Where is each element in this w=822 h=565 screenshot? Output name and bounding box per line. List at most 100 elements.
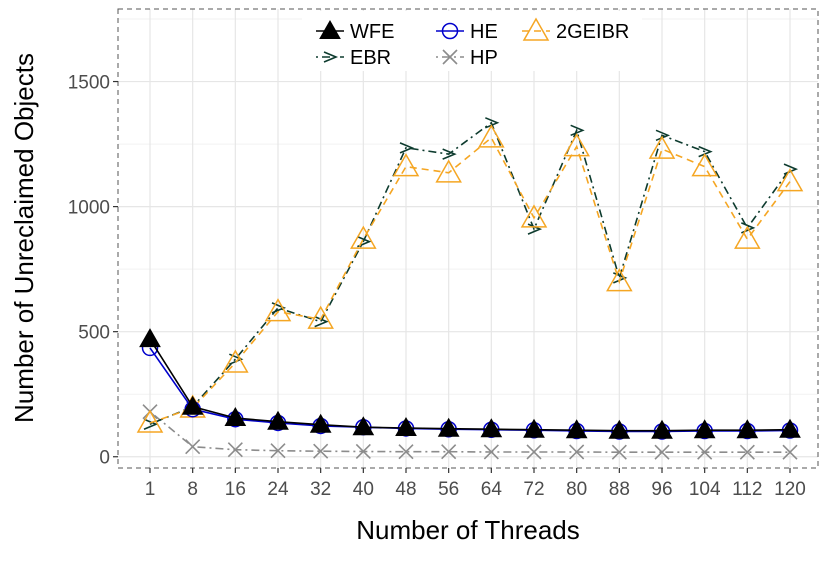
data-point-wfe <box>224 406 247 426</box>
data-point-wfe <box>352 416 375 436</box>
data-point-2geibr <box>136 409 164 433</box>
series-line-2geibr <box>149 136 791 424</box>
y-tick-label: 0 <box>99 448 110 469</box>
x-tick-label: 104 <box>689 479 721 500</box>
series-wfe <box>139 328 801 439</box>
x-tick-label: 16 <box>225 479 246 500</box>
data-point-hp <box>441 444 457 460</box>
legend-item-2geibr: 2GEIBR <box>522 17 629 43</box>
x-tick-label: 8 <box>187 479 198 500</box>
x-tick-label: 112 <box>732 479 762 500</box>
x-tick-label: 88 <box>609 479 630 500</box>
series-line-wfe <box>149 338 791 432</box>
legend-label-ebr: EBR <box>350 47 391 69</box>
data-point-2geibr <box>648 135 676 159</box>
series-hp <box>142 404 798 460</box>
data-point-2geibr <box>776 168 804 192</box>
legend-label-2geibr: 2GEIBR <box>556 21 629 43</box>
legend-key-marker-2geibr <box>522 17 550 41</box>
x-axis-title: Number of Threads <box>356 515 580 545</box>
data-point-ebr <box>442 148 457 160</box>
x-tick-label: 96 <box>651 479 672 500</box>
data-point-hp <box>569 444 585 460</box>
x-tick-label: 80 <box>566 479 587 500</box>
y-tick-label: 1500 <box>68 73 110 94</box>
data-point-hp <box>697 444 713 460</box>
y-tick-label: 500 <box>78 323 110 344</box>
data-point-wfe <box>267 410 289 430</box>
y-tick-label: 1000 <box>68 198 110 219</box>
data-point-hp <box>611 444 627 460</box>
data-point-ebr <box>143 418 159 430</box>
data-point-wfe <box>309 413 332 433</box>
data-point-hp <box>526 444 542 460</box>
data-point-wfe <box>523 418 545 438</box>
x-tick-label: 120 <box>774 479 806 500</box>
data-point-2geibr <box>520 204 548 228</box>
x-tick-label: 64 <box>481 479 503 500</box>
data-point-2geibr <box>264 298 292 322</box>
data-point-wfe <box>480 418 503 438</box>
data-point-hp <box>739 444 755 460</box>
x-tick-label: 72 <box>523 479 544 500</box>
data-point-2geibr <box>691 153 718 177</box>
data-point-wfe <box>437 417 460 437</box>
data-point-ebr <box>399 142 415 154</box>
series-line-hp <box>149 411 790 454</box>
legend-label-hp: HP <box>470 47 498 69</box>
data-point-2geibr <box>435 159 462 183</box>
data-point-wfe <box>565 419 588 439</box>
legend-label-wfe: WFE <box>350 21 394 43</box>
data-point-hp <box>313 443 329 459</box>
y-axis-title: Number of Unreclaimed Objects <box>9 53 39 423</box>
data-point-ebr <box>527 223 543 235</box>
data-point-hp <box>654 444 670 460</box>
legend-item-hp: HP <box>436 47 498 69</box>
data-point-wfe <box>693 419 716 439</box>
x-tick-label: 32 <box>310 479 331 500</box>
data-point-wfe <box>608 419 631 439</box>
series-line-ebr <box>149 121 791 425</box>
data-point-hp <box>185 439 201 455</box>
series-2geibr <box>136 124 804 433</box>
data-point-ebr <box>570 124 585 137</box>
legend-item-wfe: WFE <box>316 19 394 43</box>
data-point-ebr <box>485 117 500 129</box>
legend-key-marker-wfe <box>319 19 341 39</box>
x-tick-label: 24 <box>267 479 289 500</box>
data-point-2geibr <box>392 153 420 177</box>
data-point-hp <box>355 443 371 460</box>
data-point-wfe <box>181 395 204 415</box>
legend-key-marker-hp <box>442 49 458 65</box>
legend-key-marker-ebr <box>323 51 339 63</box>
x-tick-label: 1 <box>145 479 156 500</box>
x-tick-label: 40 <box>353 479 374 500</box>
legend-background <box>302 11 642 71</box>
data-point-2geibr <box>222 349 249 373</box>
axes: 0 500 1000 1500 1 8 16 24 32 40 48 56 64 72 80 88 96 104 1… <box>68 73 806 500</box>
data-point-hp <box>782 444 798 460</box>
data-point-ebr <box>655 129 671 142</box>
data-point-2geibr <box>478 124 505 148</box>
data-point-hp <box>483 444 499 460</box>
data-point-wfe <box>395 416 417 436</box>
legend: WFE HE 2GEIBR EBR HP <box>302 11 642 71</box>
data-point-wfe <box>779 418 801 438</box>
data-point-hp <box>270 443 286 459</box>
data-point-wfe <box>651 419 673 439</box>
data-point-ebr <box>314 315 329 328</box>
data-point-2geibr <box>734 225 761 249</box>
data-point-wfe <box>139 328 161 348</box>
legend-label-he: HE <box>470 21 498 43</box>
x-tick-label: 48 <box>395 479 416 500</box>
data-point-ebr <box>357 235 372 248</box>
plot-panel-border <box>117 8 819 469</box>
data-point-2geibr <box>350 225 377 249</box>
data-point-wfe <box>736 419 759 439</box>
series-layer <box>136 117 804 460</box>
data-point-hp <box>227 442 243 458</box>
legend-item-he: HE <box>436 21 498 43</box>
legend-item-ebr: EBR <box>316 47 391 69</box>
x-tick-label: 56 <box>438 479 459 500</box>
